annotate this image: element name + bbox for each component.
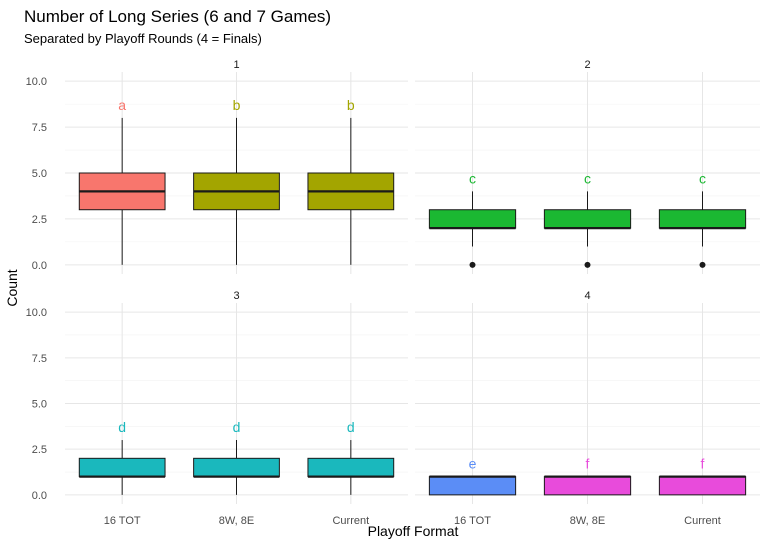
y-tick-label: 0.0 bbox=[32, 260, 47, 272]
facet-strip-label: 2 bbox=[584, 59, 590, 71]
group-letter-label: d bbox=[347, 419, 355, 435]
y-tick-label: 5.0 bbox=[32, 399, 47, 411]
group-letter-label: e bbox=[469, 456, 477, 472]
outlier-point bbox=[469, 261, 476, 268]
chart-subtitle: Separated by Playoff Rounds (4 = Finals) bbox=[24, 31, 262, 46]
facet-panel-3: 3 0.0 2.5 5.0 7.5 10.0 16 TOT 8W, 8E Current d d d bbox=[26, 290, 408, 527]
facet-panel-2: 2 c c c bbox=[415, 59, 760, 274]
y-tick-label: 10.0 bbox=[26, 307, 47, 319]
facet-strip-label: 4 bbox=[584, 290, 590, 302]
group-letter-label: f bbox=[586, 456, 590, 472]
group-letter-label: d bbox=[233, 419, 241, 435]
group-letter-label: d bbox=[118, 419, 126, 435]
y-tick-label: 2.5 bbox=[32, 214, 47, 226]
box-Current bbox=[658, 476, 747, 496]
facet-strip-label: 3 bbox=[233, 290, 239, 302]
x-axis-title: Playoff Format bbox=[368, 523, 459, 539]
box-16 TOT bbox=[428, 476, 517, 496]
box-16 TOT bbox=[78, 457, 166, 478]
box-8W, 8E bbox=[193, 457, 280, 478]
y-tick-label: 5.0 bbox=[32, 168, 47, 180]
facet-strip-label: 1 bbox=[233, 59, 239, 71]
x-tick-label: 8W, 8E bbox=[219, 515, 254, 527]
facet-panel-4: 4 16 TOT 8W, 8E Current e f f bbox=[415, 290, 760, 527]
box-Current bbox=[307, 457, 395, 478]
box-16 TOT bbox=[428, 209, 517, 229]
x-tick-label: 16 TOT bbox=[104, 515, 141, 527]
group-letter-label: a bbox=[118, 97, 126, 113]
group-letter-label: b bbox=[347, 97, 355, 113]
box-8W, 8E bbox=[543, 209, 632, 229]
group-letter-label: b bbox=[233, 97, 241, 113]
y-tick-label: 2.5 bbox=[32, 444, 47, 456]
group-letter-label: f bbox=[701, 456, 705, 472]
facet-panel-1: 10.02.55.07.510.0a b b bbox=[26, 59, 408, 274]
group-letter-label: c bbox=[699, 170, 706, 186]
x-tick-label: Current bbox=[684, 515, 721, 527]
outlier-point bbox=[699, 261, 706, 268]
y-tick-label: 10.0 bbox=[26, 76, 47, 88]
box-Current bbox=[658, 209, 747, 229]
y-tick-label: 7.5 bbox=[32, 122, 47, 134]
x-tick-label: 16 TOT bbox=[454, 515, 491, 527]
x-tick-label: Current bbox=[332, 515, 369, 527]
facet-panels: 10.02.55.07.510.0a b b2c c c30.02.55.07.510.… bbox=[26, 59, 760, 527]
y-tick-label: 7.5 bbox=[32, 353, 47, 365]
group-letter-label: c bbox=[584, 170, 591, 186]
chart-title: Number of Long Series (6 and 7 Games) bbox=[24, 7, 331, 26]
box-8W, 8E bbox=[543, 476, 632, 496]
outlier-point bbox=[584, 261, 591, 268]
y-axis-title: Count bbox=[4, 269, 20, 306]
x-tick-label: 8W, 8E bbox=[570, 515, 605, 527]
y-tick-label: 0.0 bbox=[32, 490, 47, 502]
group-letter-label: c bbox=[469, 170, 476, 186]
